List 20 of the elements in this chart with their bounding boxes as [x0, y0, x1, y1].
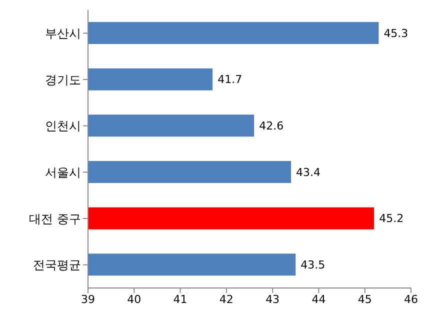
x-tick-label: 41 [173, 292, 188, 306]
x-tick-label: 43 [266, 292, 280, 306]
y-tick-label: 부산시 [45, 26, 81, 40]
y-tick-label: 전국평균 [33, 258, 81, 272]
x-tick-label: 44 [312, 292, 326, 306]
x-tick-label: 46 [404, 292, 418, 306]
y-tick-label: 인천시 [45, 119, 81, 134]
data-label: 42.6 [259, 120, 284, 133]
data-label: 43.4 [296, 166, 321, 179]
data-label: 43.5 [300, 258, 326, 272]
x-tick-label: 42 [219, 292, 234, 306]
data-label: 41.7 [218, 73, 242, 86]
y-tick-label: 서울시 [45, 165, 81, 180]
y-tick-label: 대전 중구 [29, 212, 81, 226]
x-tick-label: 40 [127, 292, 142, 306]
y-tick-label: 경기도 [45, 72, 81, 87]
x-tick-label: 45 [358, 292, 372, 306]
data-label: 45.2 [379, 212, 404, 226]
data-label: 45.3 [384, 26, 408, 40]
x-tick-label: 39 [81, 292, 95, 306]
